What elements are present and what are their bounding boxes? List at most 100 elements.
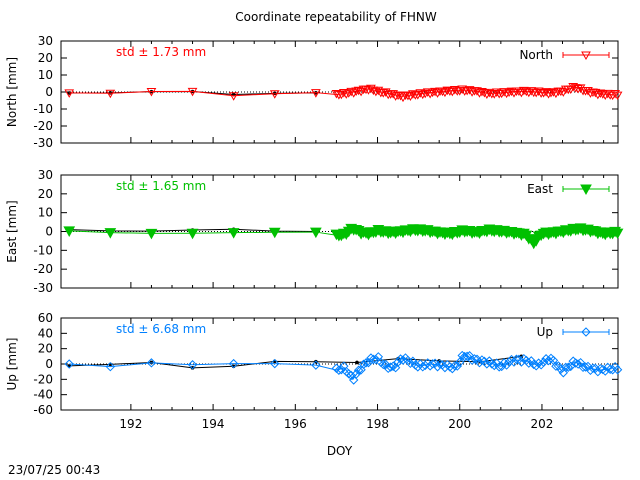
north-data-point bbox=[467, 88, 477, 97]
y-tick-label: 30 bbox=[38, 34, 53, 48]
up-data-point bbox=[531, 361, 541, 371]
north-data-point bbox=[600, 91, 611, 100]
north-data-point bbox=[420, 89, 431, 99]
north-data-point bbox=[454, 87, 465, 96]
up-data-point bbox=[405, 358, 416, 368]
y-tick-label: -20 bbox=[33, 119, 53, 133]
up-data-point bbox=[311, 360, 321, 370]
north-data-point bbox=[341, 90, 352, 99]
up-data-point bbox=[593, 367, 603, 377]
up-data-point bbox=[494, 362, 504, 372]
north-data-point bbox=[585, 89, 596, 98]
up-data-point bbox=[477, 355, 487, 365]
north-panel: -30 -20 -10 0 10 20 30 North [mm] std ± 1.73 mm N… bbox=[5, 34, 623, 150]
north-data-point bbox=[403, 91, 413, 101]
chart-panels: -30 -20 -10 0 10 20 30 North [mm] std ± 1.73 mm N… bbox=[5, 34, 624, 458]
x-axis-label: DOY bbox=[327, 444, 353, 458]
up-data-point bbox=[452, 361, 462, 371]
north-data-point bbox=[474, 89, 485, 98]
north-legend-label: North bbox=[519, 48, 553, 62]
y-tick-label: -10 bbox=[33, 102, 53, 116]
up-std-annotation: std ± 6.68 mm bbox=[116, 322, 206, 336]
up-data-point bbox=[489, 360, 499, 371]
up-data-point bbox=[496, 361, 507, 372]
north-axis-label: North [mm] bbox=[5, 57, 19, 127]
up-data-point bbox=[595, 363, 606, 374]
up-data-point bbox=[538, 357, 549, 367]
north-data-point bbox=[570, 84, 581, 93]
up-data-point bbox=[459, 351, 470, 362]
up-data-point bbox=[598, 364, 608, 375]
up-data-point bbox=[526, 356, 536, 366]
up-data-point bbox=[435, 359, 445, 369]
up-data-point bbox=[373, 352, 384, 362]
north-data-point bbox=[343, 89, 354, 98]
east-data-point bbox=[104, 228, 117, 239]
up-data-point bbox=[371, 354, 381, 365]
y-tick-label: -10 bbox=[33, 243, 53, 257]
y-tick-label: -30 bbox=[33, 281, 53, 295]
up-data-point bbox=[511, 354, 522, 364]
y-tick-label: 0 bbox=[45, 85, 53, 99]
y-tick-label: 10 bbox=[38, 68, 53, 82]
east-std-annotation: std ± 1.65 mm bbox=[116, 179, 206, 193]
up-data-point bbox=[553, 361, 564, 371]
x-tick-label: 202 bbox=[530, 417, 553, 431]
north-data-point bbox=[146, 87, 157, 97]
north-data-point bbox=[228, 92, 239, 101]
up-reference-point bbox=[355, 360, 359, 365]
up-data-point bbox=[358, 359, 369, 369]
y-tick-label: -20 bbox=[33, 262, 53, 276]
north-data-point bbox=[269, 90, 280, 99]
y-tick-label: 20 bbox=[38, 187, 53, 201]
up-data-point bbox=[573, 359, 583, 369]
up-data-point bbox=[563, 362, 573, 372]
up-legend-marker bbox=[581, 327, 591, 337]
up-data-point bbox=[348, 375, 359, 385]
y-tick-label: -40 bbox=[33, 388, 53, 402]
y-tick-label: 20 bbox=[38, 342, 53, 356]
y-tick-label: 10 bbox=[38, 206, 53, 220]
north-data-point bbox=[395, 91, 406, 101]
east-data-point bbox=[63, 226, 76, 237]
up-data-point bbox=[366, 353, 376, 363]
north-data-point bbox=[311, 89, 321, 98]
north-data-point bbox=[187, 87, 198, 97]
up-data-point bbox=[570, 358, 581, 368]
up-data-point bbox=[344, 369, 354, 379]
up-data-point bbox=[561, 362, 571, 373]
up-data-point bbox=[578, 362, 588, 373]
north-data-point bbox=[105, 89, 116, 99]
up-data-point bbox=[187, 360, 198, 370]
up-reference-line bbox=[69, 355, 522, 369]
up-data-point bbox=[336, 364, 347, 375]
up-data-point bbox=[64, 359, 74, 369]
up-data-point bbox=[462, 351, 472, 362]
up-data-point bbox=[361, 358, 371, 368]
north-data-point bbox=[543, 90, 554, 99]
north-data-point bbox=[499, 88, 509, 97]
y-tick-label: -20 bbox=[33, 372, 53, 386]
x-tick-label: 192 bbox=[119, 417, 142, 431]
up-data-point bbox=[583, 361, 593, 372]
y-tick-label: 20 bbox=[38, 51, 53, 65]
x-tick-label: 194 bbox=[202, 417, 225, 431]
up-data-point bbox=[533, 358, 544, 368]
up-data-point bbox=[351, 369, 361, 379]
north-data-point bbox=[363, 86, 374, 95]
north-data-point bbox=[346, 87, 357, 97]
north-data-point bbox=[597, 90, 608, 99]
up-data-point bbox=[501, 360, 512, 370]
north-data-point bbox=[521, 87, 532, 97]
north-data-point bbox=[531, 88, 542, 98]
up-data-point bbox=[585, 365, 596, 375]
north-data-point bbox=[523, 88, 534, 98]
north-data-point bbox=[612, 91, 623, 101]
east-legend-label: East bbox=[527, 182, 553, 196]
up-data-point bbox=[334, 365, 344, 375]
up-data-point bbox=[418, 362, 428, 372]
up-data-point bbox=[408, 356, 418, 366]
y-tick-label: 60 bbox=[38, 311, 53, 325]
